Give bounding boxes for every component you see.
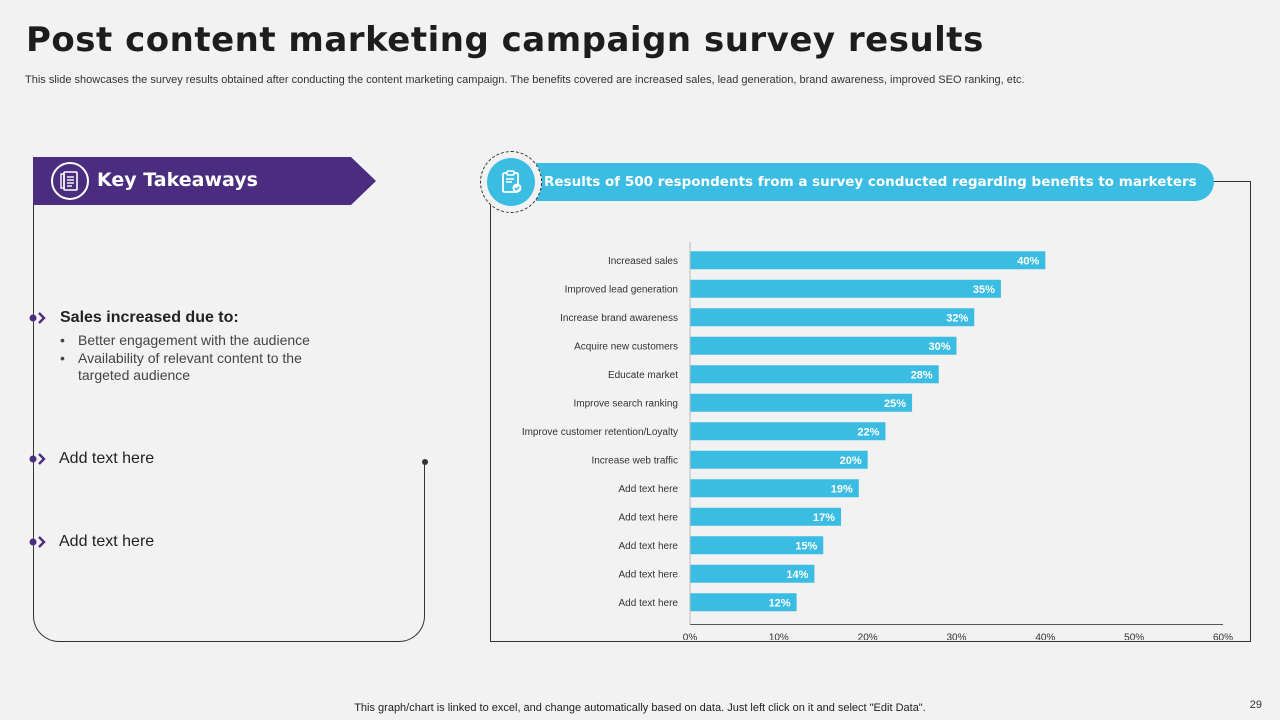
- x-tick-label: 50%: [1124, 633, 1144, 641]
- x-tick-label: 40%: [1035, 633, 1055, 641]
- bar: [690, 365, 939, 384]
- clipboard-check-icon: [487, 158, 535, 206]
- category-label: Increase web traffic: [591, 455, 678, 466]
- survey-bar-chart: Increased sales 40% Improved lead generati…: [522, 242, 1233, 641]
- category-label: Add text here: [619, 569, 679, 580]
- arrow-bullet-icon: [29, 536, 46, 548]
- category-label: Improve customer retention/Loyalty: [522, 427, 678, 438]
- category-label: Add text here: [619, 541, 679, 552]
- bar: [690, 450, 868, 469]
- bar-value-label: 30%: [928, 341, 950, 353]
- bar-value-label: 12%: [769, 597, 791, 609]
- list-item: Better engagement with the audience: [60, 332, 350, 350]
- takeaway-point-1-title: Sales increased due to:: [60, 309, 239, 326]
- category-label: Improved lead generation: [565, 284, 678, 295]
- bar: [690, 564, 815, 583]
- category-label: Educate market: [608, 370, 678, 381]
- bar: [690, 422, 886, 441]
- x-tick-label: 60%: [1213, 633, 1233, 641]
- footer-note: This graph/chart is linked to excel, and…: [354, 702, 926, 714]
- takeaway-point-3: Add text here: [59, 533, 155, 550]
- key-takeaways-banner: [33, 157, 376, 205]
- x-tick-label: 0%: [683, 633, 698, 641]
- bar-value-label: 14%: [786, 569, 808, 581]
- frame-connector-dot: [422, 459, 428, 465]
- bar-value-label: 15%: [795, 540, 817, 552]
- bar-value-label: 17%: [813, 512, 835, 524]
- bar-value-label: 35%: [973, 284, 995, 296]
- x-tick-label: 20%: [858, 633, 878, 641]
- x-tick-label: 10%: [769, 633, 789, 641]
- arrow-bullet-icon: [29, 312, 46, 324]
- page-subtitle: This slide showcases the survey results …: [25, 74, 1025, 86]
- bar: [690, 336, 957, 355]
- bar: [690, 507, 842, 526]
- page-title: Post content marketing campaign survey r…: [26, 20, 984, 60]
- results-title: Results of 500 respondents from a survey…: [544, 174, 1197, 190]
- category-label: Increase brand awareness: [560, 313, 678, 324]
- arrow-bullet-icon: [29, 453, 46, 465]
- bar: [690, 593, 797, 612]
- takeaway-point-1-list: Better engagement with the audience Avai…: [60, 332, 350, 385]
- category-label: Add text here: [619, 598, 679, 609]
- bar: [690, 279, 1001, 298]
- takeaway-point-2: Add text here: [59, 450, 155, 467]
- list-item: Availability of relevant content to the …: [60, 350, 350, 385]
- bar-value-label: 40%: [1017, 255, 1039, 267]
- bar-value-label: 19%: [831, 483, 853, 495]
- category-label: Acquire new customers: [574, 341, 678, 352]
- category-label: Improve search ranking: [574, 398, 679, 409]
- page-number: 29: [1249, 699, 1262, 711]
- key-takeaways-title: Key Takeaways: [97, 169, 258, 191]
- bar-value-label: 28%: [911, 369, 933, 381]
- bar-value-label: 25%: [884, 398, 906, 410]
- bar-value-label: 22%: [857, 426, 879, 438]
- bar: [690, 536, 824, 555]
- bar-value-label: 32%: [946, 312, 968, 324]
- category-label: Increased sales: [608, 256, 678, 267]
- bar: [690, 393, 913, 412]
- x-tick-label: 30%: [946, 633, 966, 641]
- results-banner: [512, 163, 1214, 201]
- bar-value-label: 20%: [840, 455, 862, 467]
- bar: [690, 251, 1046, 270]
- category-label: Add text here: [619, 512, 679, 523]
- bar: [690, 479, 859, 498]
- takeaways-frame: [33, 200, 425, 642]
- bar: [690, 308, 975, 327]
- document-icon: [51, 162, 89, 200]
- category-label: Add text here: [619, 484, 679, 495]
